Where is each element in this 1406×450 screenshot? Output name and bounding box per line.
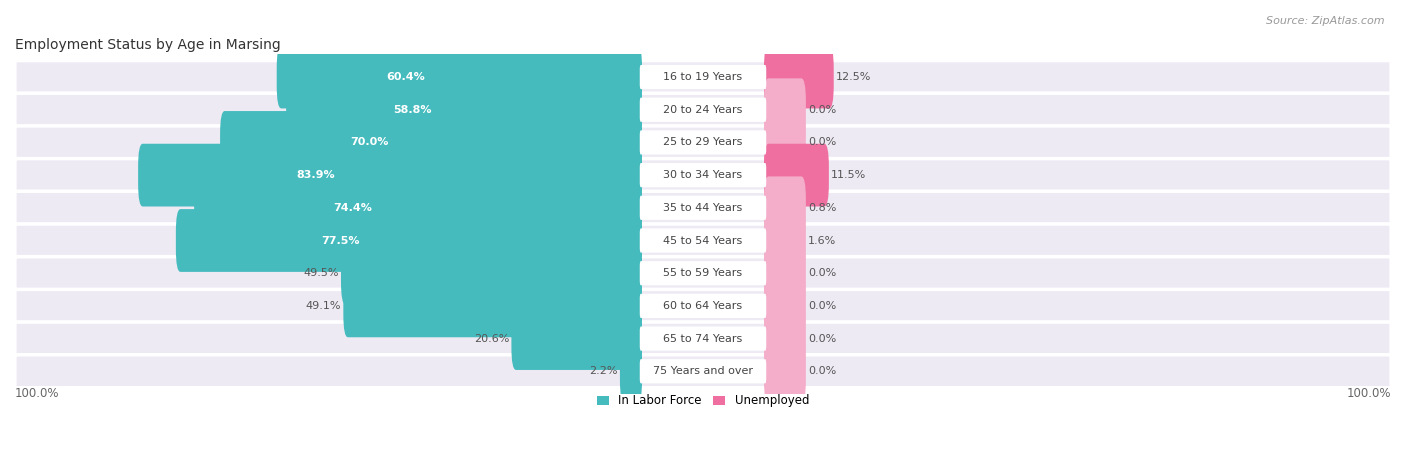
FancyBboxPatch shape xyxy=(640,196,766,220)
FancyBboxPatch shape xyxy=(640,98,766,122)
FancyBboxPatch shape xyxy=(221,111,643,174)
Text: 0.0%: 0.0% xyxy=(808,333,837,343)
FancyBboxPatch shape xyxy=(763,176,806,239)
Text: 77.5%: 77.5% xyxy=(321,235,360,246)
FancyBboxPatch shape xyxy=(640,261,766,285)
Text: 11.5%: 11.5% xyxy=(831,170,866,180)
FancyBboxPatch shape xyxy=(763,307,806,370)
FancyBboxPatch shape xyxy=(15,158,1391,192)
Text: Employment Status by Age in Marsing: Employment Status by Age in Marsing xyxy=(15,37,281,52)
FancyBboxPatch shape xyxy=(15,256,1391,290)
Text: 20 to 24 Years: 20 to 24 Years xyxy=(664,105,742,115)
FancyBboxPatch shape xyxy=(763,144,830,207)
Text: 75 Years and over: 75 Years and over xyxy=(652,366,754,376)
FancyBboxPatch shape xyxy=(343,274,643,337)
Text: 35 to 44 Years: 35 to 44 Years xyxy=(664,203,742,213)
Text: 58.8%: 58.8% xyxy=(392,105,432,115)
FancyBboxPatch shape xyxy=(763,274,806,337)
Text: 0.0%: 0.0% xyxy=(808,366,837,376)
Text: 60.4%: 60.4% xyxy=(387,72,426,82)
FancyBboxPatch shape xyxy=(763,340,806,403)
FancyBboxPatch shape xyxy=(640,294,766,318)
Text: 74.4%: 74.4% xyxy=(333,203,371,213)
FancyBboxPatch shape xyxy=(640,65,766,89)
FancyBboxPatch shape xyxy=(277,45,643,108)
FancyBboxPatch shape xyxy=(194,176,643,239)
Text: 0.0%: 0.0% xyxy=(808,301,837,311)
FancyBboxPatch shape xyxy=(15,355,1391,388)
FancyBboxPatch shape xyxy=(15,289,1391,322)
Text: 12.5%: 12.5% xyxy=(835,72,872,82)
Text: 0.0%: 0.0% xyxy=(808,105,837,115)
FancyBboxPatch shape xyxy=(15,322,1391,355)
FancyBboxPatch shape xyxy=(138,144,643,207)
Text: 1.6%: 1.6% xyxy=(808,235,837,246)
FancyBboxPatch shape xyxy=(640,130,766,154)
Text: 45 to 54 Years: 45 to 54 Years xyxy=(664,235,742,246)
Text: 60 to 64 Years: 60 to 64 Years xyxy=(664,301,742,311)
FancyBboxPatch shape xyxy=(620,340,643,403)
Legend: In Labor Force, Unemployed: In Labor Force, Unemployed xyxy=(592,390,814,412)
FancyBboxPatch shape xyxy=(763,209,806,272)
Text: 49.1%: 49.1% xyxy=(307,301,342,311)
FancyBboxPatch shape xyxy=(15,61,1391,94)
FancyBboxPatch shape xyxy=(640,163,766,187)
FancyBboxPatch shape xyxy=(15,126,1391,159)
Text: 16 to 19 Years: 16 to 19 Years xyxy=(664,72,742,82)
Text: 20.6%: 20.6% xyxy=(474,333,509,343)
Text: 30 to 34 Years: 30 to 34 Years xyxy=(664,170,742,180)
FancyBboxPatch shape xyxy=(176,209,643,272)
FancyBboxPatch shape xyxy=(763,111,806,174)
FancyBboxPatch shape xyxy=(763,242,806,305)
FancyBboxPatch shape xyxy=(640,327,766,351)
FancyBboxPatch shape xyxy=(640,359,766,383)
Text: Source: ZipAtlas.com: Source: ZipAtlas.com xyxy=(1267,16,1385,26)
Text: 65 to 74 Years: 65 to 74 Years xyxy=(664,333,742,343)
FancyBboxPatch shape xyxy=(15,93,1391,126)
FancyBboxPatch shape xyxy=(342,242,643,305)
Text: 49.5%: 49.5% xyxy=(304,268,339,278)
FancyBboxPatch shape xyxy=(512,307,643,370)
FancyBboxPatch shape xyxy=(287,78,643,141)
Text: 100.0%: 100.0% xyxy=(15,387,59,400)
FancyBboxPatch shape xyxy=(15,191,1391,224)
Text: 55 to 59 Years: 55 to 59 Years xyxy=(664,268,742,278)
FancyBboxPatch shape xyxy=(15,224,1391,257)
FancyBboxPatch shape xyxy=(763,45,834,108)
Text: 0.0%: 0.0% xyxy=(808,137,837,148)
FancyBboxPatch shape xyxy=(763,78,806,141)
Text: 0.0%: 0.0% xyxy=(808,268,837,278)
Text: 2.2%: 2.2% xyxy=(589,366,619,376)
Text: 70.0%: 70.0% xyxy=(350,137,388,148)
Text: 83.9%: 83.9% xyxy=(297,170,335,180)
Text: 0.8%: 0.8% xyxy=(808,203,837,213)
Text: 25 to 29 Years: 25 to 29 Years xyxy=(664,137,742,148)
Text: 100.0%: 100.0% xyxy=(1347,387,1391,400)
FancyBboxPatch shape xyxy=(640,229,766,252)
